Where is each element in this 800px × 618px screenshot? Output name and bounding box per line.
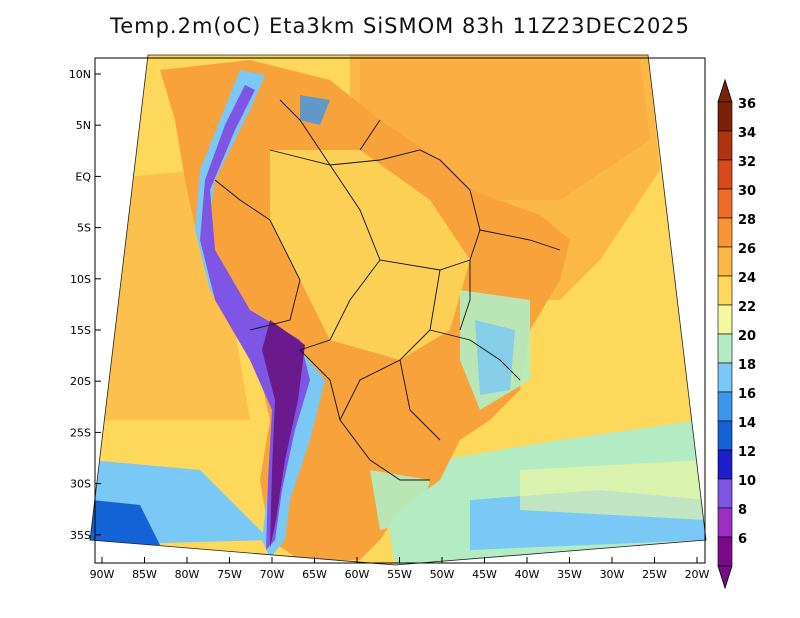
lat-label: 5N xyxy=(76,119,91,132)
colorbar-label: 8 xyxy=(738,503,747,518)
longitude-axis: 90W 85W 80W 75W 70W 65W 60W 55W 50W 45W 40W 35W 30W 2… xyxy=(90,557,710,581)
colorbar-label: 36 xyxy=(738,97,756,112)
colorbar-segment xyxy=(717,217,733,248)
lon-label: 30W xyxy=(600,568,625,581)
lat-label: EQ xyxy=(75,170,91,183)
colorbar-label: 16 xyxy=(738,387,756,402)
colorbar-segment xyxy=(717,188,733,219)
lon-label: 85W xyxy=(132,568,157,581)
lat-label: 30S xyxy=(70,478,91,491)
colorbar-segment xyxy=(717,130,733,161)
lon-label: 80W xyxy=(175,568,200,581)
colorbar-segment xyxy=(717,159,733,190)
colorbar-label: 20 xyxy=(738,329,756,344)
colorbar-segment xyxy=(717,275,733,306)
lon-label: 45W xyxy=(472,568,497,581)
lon-label: 35W xyxy=(557,568,582,581)
lat-label: 10N xyxy=(69,68,91,81)
lat-label: 10S xyxy=(70,273,91,286)
colorbar: 36 34 32 30 28 26 24 22 20 18 16 14 12 10 8 6 xyxy=(717,78,756,590)
lon-label: 60W xyxy=(345,568,370,581)
map-title: Temp.2m(oC) Eta3km SiSMOM 83h 11Z23DEC20… xyxy=(109,14,691,38)
lat-label: 25S xyxy=(70,426,91,439)
lon-label: 50W xyxy=(430,568,455,581)
lon-label: 40W xyxy=(515,568,540,581)
colorbar-segment xyxy=(717,304,733,335)
colorbar-arrow-bottom xyxy=(717,565,733,590)
colorbar-label: 10 xyxy=(738,474,756,489)
lat-label: 35S xyxy=(70,529,91,542)
domain-outline xyxy=(89,54,707,566)
colorbar-segment xyxy=(717,536,733,567)
colorbar-segment xyxy=(717,333,733,364)
lon-label: 20W xyxy=(685,568,710,581)
colorbar-label: 24 xyxy=(738,271,756,286)
colorbar-segment xyxy=(717,101,733,132)
lon-label: 65W xyxy=(302,568,327,581)
latitude-axis: 10N 5N EQ 5S 10S 15S 20S 25S 30S 35S xyxy=(69,68,101,542)
lon-label: 25W xyxy=(642,568,667,581)
colorbar-label: 34 xyxy=(738,126,756,141)
andes-altiplano xyxy=(262,320,305,548)
colorbar-segment xyxy=(717,507,733,538)
colorbar-label: 30 xyxy=(738,184,756,199)
lon-label: 90W xyxy=(90,568,115,581)
colorbar-label: 28 xyxy=(738,213,756,228)
colorbar-segment xyxy=(717,420,733,451)
colorbar-label: 18 xyxy=(738,358,756,373)
lat-label: 15S xyxy=(70,324,91,337)
lon-label: 55W xyxy=(387,568,412,581)
colorbar-segment xyxy=(717,246,733,277)
lon-label: 75W xyxy=(217,568,242,581)
political-borders xyxy=(214,99,561,481)
south-atlantic-mild xyxy=(520,460,706,520)
colorbar-label: 22 xyxy=(738,300,756,315)
colorbar-label: 32 xyxy=(738,155,756,170)
colorbar-segment xyxy=(717,449,733,480)
lat-label: 5S xyxy=(77,222,91,235)
highlands-cool xyxy=(475,320,515,395)
colorbar-label: 14 xyxy=(738,416,756,431)
temperature-field xyxy=(90,55,706,565)
colorbar-segment xyxy=(717,391,733,422)
colorbar-label: 26 xyxy=(738,242,756,257)
guiana-highlands xyxy=(300,95,330,125)
south-pacific-cold xyxy=(90,500,160,545)
southern-brazil-cool xyxy=(370,470,430,530)
interior-warm xyxy=(270,150,470,360)
colorbar-segment xyxy=(717,362,733,393)
colorbar-label: 6 xyxy=(738,532,747,547)
colorbar-label: 12 xyxy=(738,445,756,460)
colorbar-arrow-top xyxy=(717,78,733,103)
colorbar-segment xyxy=(717,478,733,509)
lat-label: 20S xyxy=(70,375,91,388)
lon-label: 70W xyxy=(260,568,285,581)
